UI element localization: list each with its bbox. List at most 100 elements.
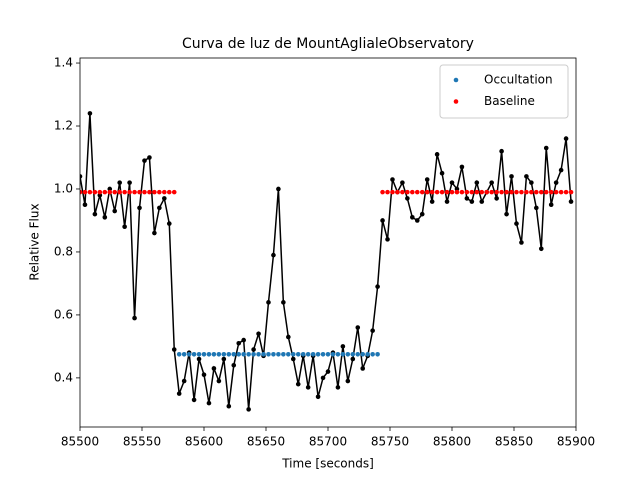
point [147, 189, 152, 195]
point [543, 189, 549, 195]
point [206, 351, 212, 357]
point [345, 378, 351, 384]
point [474, 180, 480, 185]
x-tick-label: 85750 [371, 435, 409, 449]
point [162, 196, 167, 201]
point [216, 378, 222, 384]
point [335, 351, 341, 357]
flux-line [80, 113, 572, 410]
point [509, 189, 514, 195]
point [117, 189, 122, 195]
point [171, 189, 177, 195]
point [320, 375, 326, 381]
point [281, 351, 286, 357]
y-tick-label: 1.2 [54, 119, 73, 133]
point [320, 351, 326, 357]
point [355, 325, 361, 330]
point [300, 351, 306, 357]
point [434, 152, 440, 157]
point [211, 366, 217, 371]
point [479, 199, 485, 204]
x-tick-label: 85850 [495, 435, 533, 449]
point [251, 347, 256, 352]
point [464, 189, 470, 195]
point [449, 189, 455, 195]
x-tick-label: 85500 [61, 435, 99, 449]
point [553, 180, 559, 185]
point [385, 189, 390, 195]
point [97, 189, 103, 195]
point [380, 218, 385, 223]
y-tick-label: 1.0 [54, 181, 73, 195]
point [429, 199, 435, 204]
legend-box [439, 64, 569, 119]
point [444, 189, 450, 195]
point [92, 211, 98, 217]
point [400, 180, 405, 185]
point [529, 180, 534, 185]
point [276, 351, 281, 357]
point [107, 189, 113, 195]
point [241, 337, 246, 343]
point [494, 196, 499, 201]
plot-area [80, 111, 574, 412]
point [414, 189, 420, 195]
point [350, 351, 356, 357]
point [256, 331, 261, 337]
point [97, 192, 103, 198]
point [375, 351, 380, 357]
point [489, 180, 494, 185]
point [390, 177, 395, 182]
point [459, 189, 465, 195]
point [414, 218, 420, 223]
point [82, 189, 88, 195]
y-tick-label: 0.6 [54, 307, 73, 321]
point [534, 189, 539, 195]
point [439, 170, 445, 176]
point [122, 224, 127, 230]
point [538, 246, 544, 252]
point [286, 351, 291, 357]
point [290, 356, 296, 362]
point [201, 351, 207, 357]
point [563, 189, 569, 195]
point [469, 199, 475, 204]
point [266, 351, 271, 357]
point [509, 174, 514, 179]
point [295, 381, 301, 387]
point [494, 189, 499, 195]
point [226, 351, 232, 357]
point [370, 328, 375, 333]
point [340, 351, 346, 357]
point [231, 351, 237, 357]
point [305, 385, 311, 390]
point [405, 196, 410, 201]
point [325, 351, 331, 357]
point [236, 351, 242, 357]
point [548, 202, 554, 208]
point [112, 189, 118, 195]
point [112, 208, 118, 214]
point [499, 189, 504, 195]
x-tick-label: 85900 [557, 435, 595, 449]
point [479, 189, 485, 195]
point [499, 148, 504, 154]
point [176, 391, 182, 396]
point [330, 351, 336, 357]
point [142, 189, 147, 195]
point [196, 356, 202, 362]
point [281, 300, 286, 305]
point [276, 186, 281, 192]
point [290, 351, 296, 357]
point [286, 334, 291, 340]
point [236, 340, 242, 346]
point [340, 344, 346, 349]
point [191, 351, 197, 357]
x-tick-label: 85650 [247, 435, 285, 449]
point [181, 351, 187, 357]
y-tick-label: 0.8 [54, 244, 73, 258]
point [400, 189, 405, 195]
point [519, 189, 524, 195]
legend-label: Occultation [484, 73, 553, 87]
point [449, 180, 455, 185]
